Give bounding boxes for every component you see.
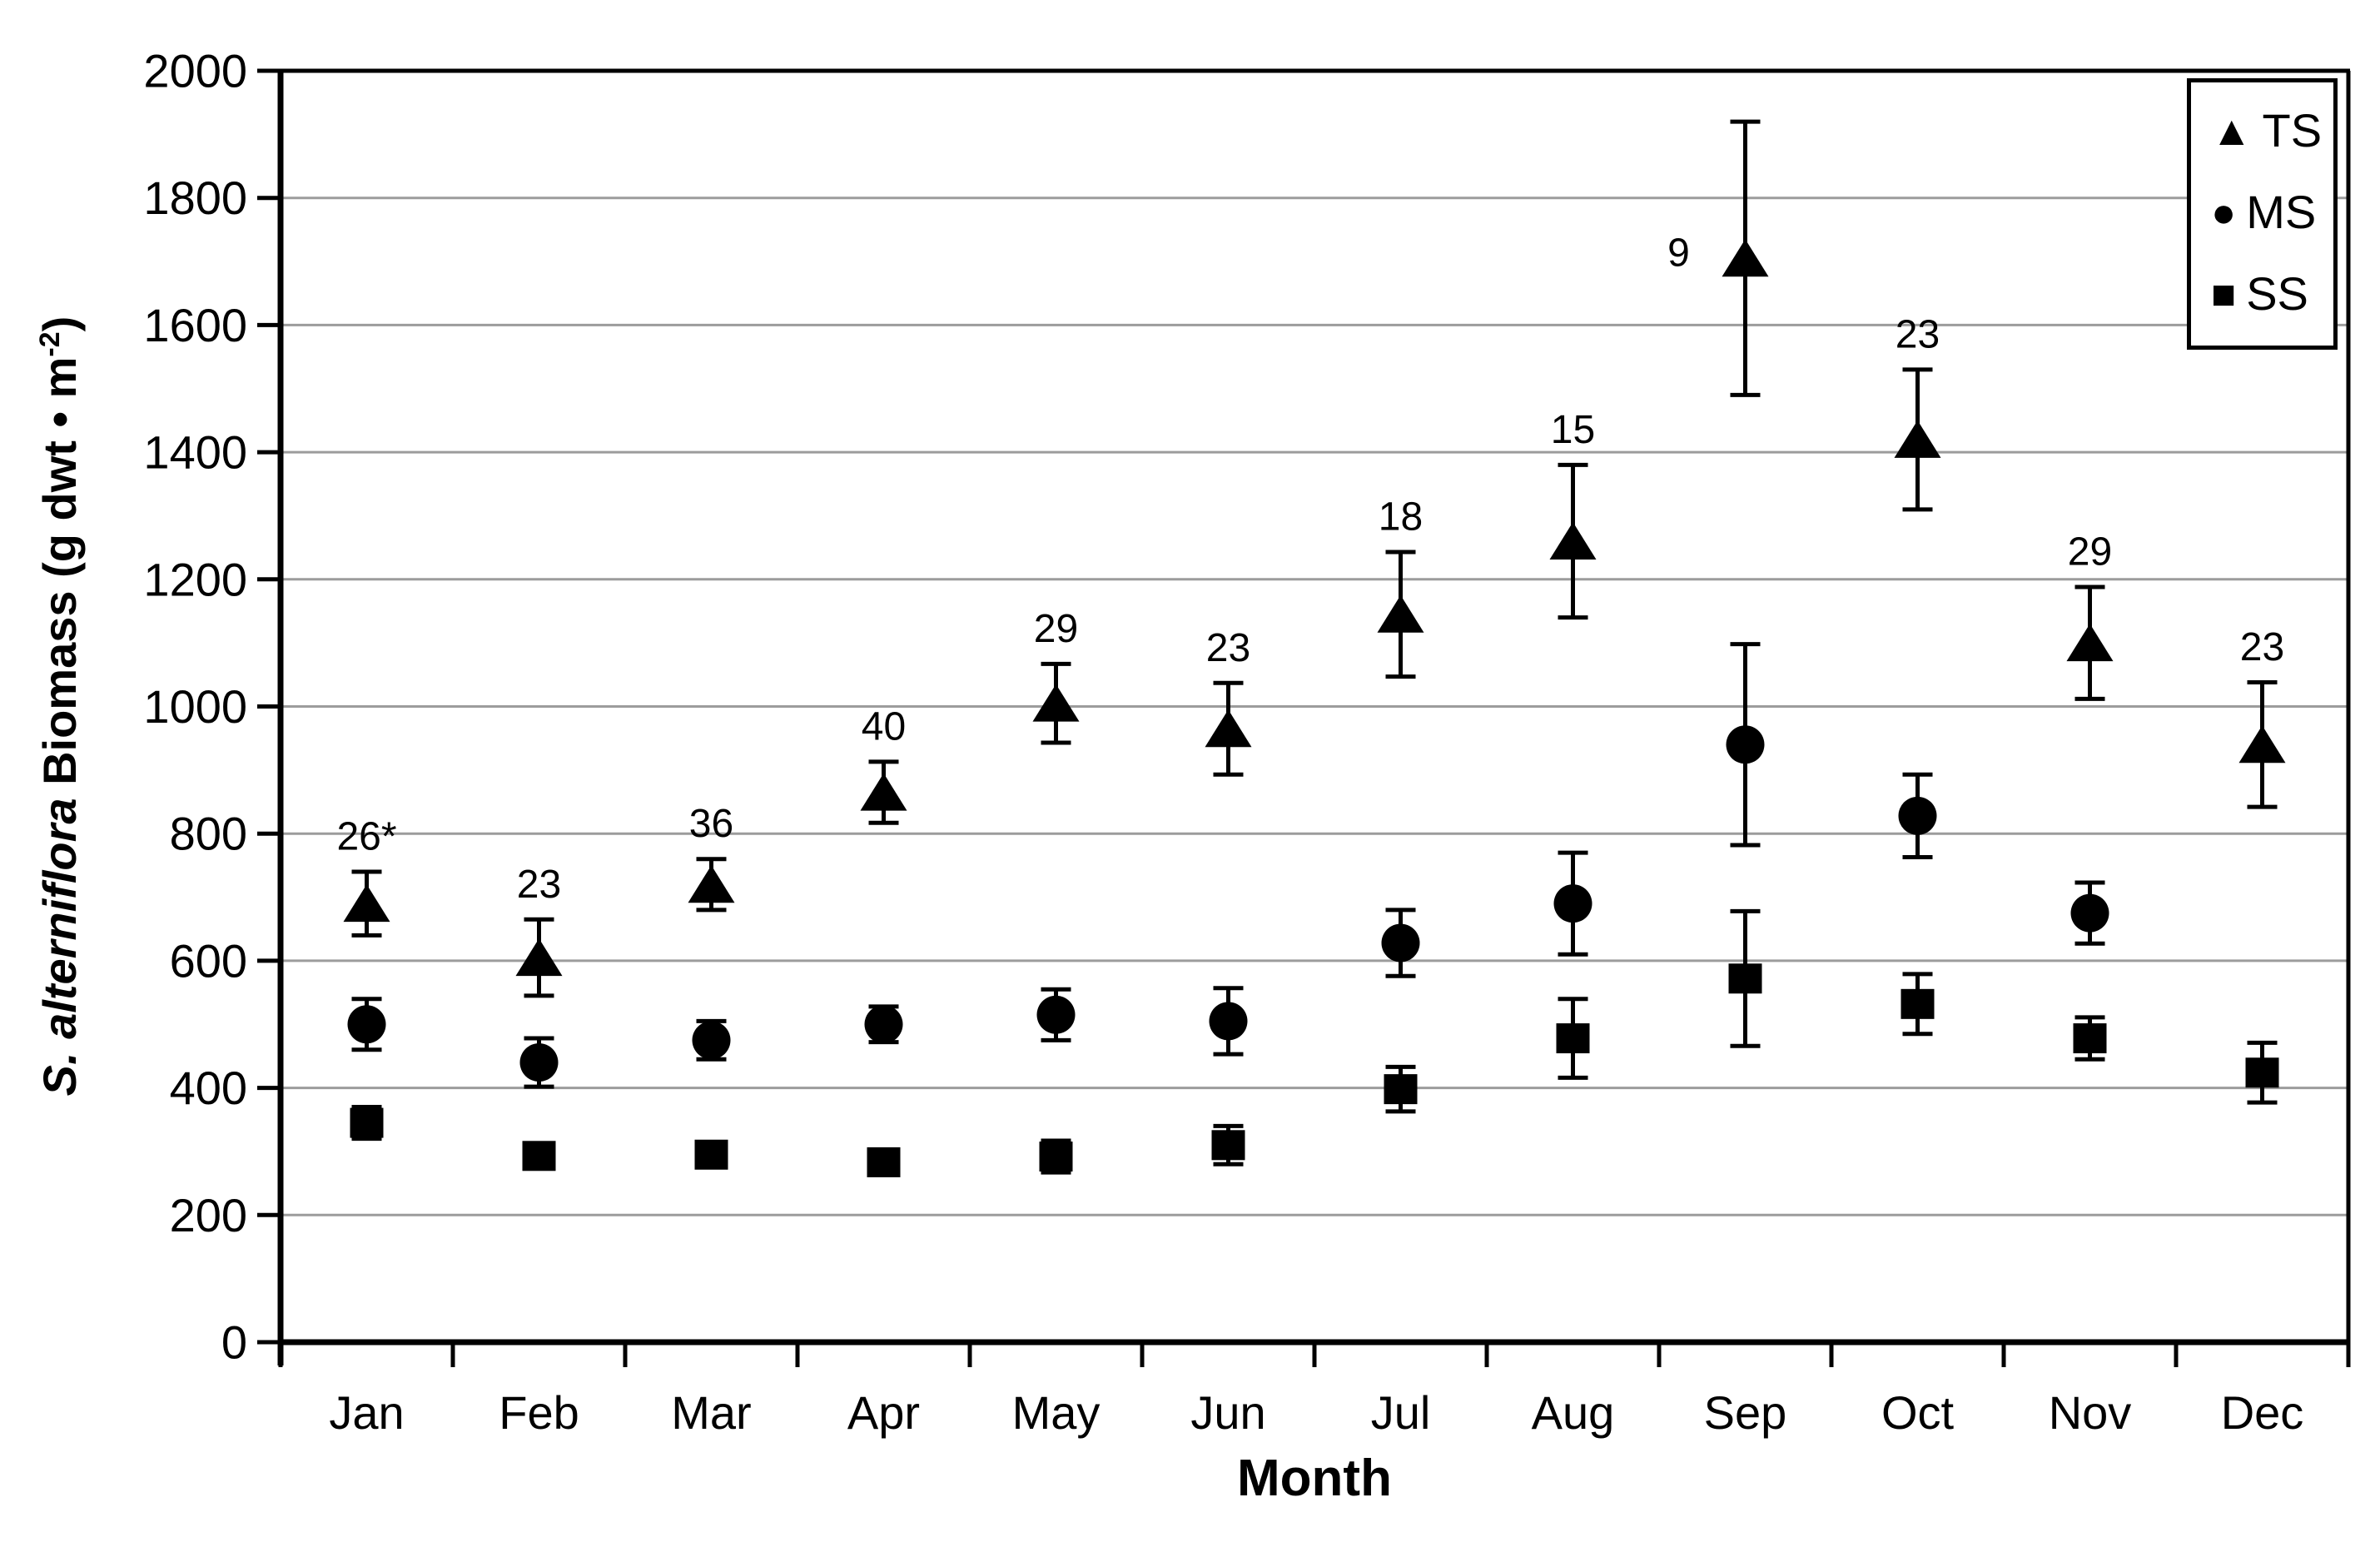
y-tick-label: 1800 xyxy=(143,172,247,224)
y-tick-label: 400 xyxy=(170,1062,247,1114)
marker-ss-mar xyxy=(694,1139,728,1170)
annotation-n-feb: 23 xyxy=(517,863,561,907)
marker-ms-nov xyxy=(2070,893,2109,933)
month-label-may: May xyxy=(1012,1386,1101,1439)
marker-ts-mar xyxy=(688,865,735,903)
marker-ms-aug xyxy=(1553,884,1592,923)
month-label-feb: Feb xyxy=(499,1386,579,1439)
y-axis-title: S. alterniflora Biomass (g dwt • m-2) xyxy=(15,40,86,1372)
annotation-n-apr: 40 xyxy=(862,704,906,749)
y-axis-title-superscript: -2 xyxy=(34,331,66,357)
marker-ts-jan xyxy=(343,884,390,923)
annotation-n-jan: 26* xyxy=(336,815,396,859)
annotation-n-jul: 18 xyxy=(1379,495,1423,539)
month-label-mar: Mar xyxy=(671,1386,751,1439)
marker-ss-aug xyxy=(1556,1023,1590,1054)
marker-ts-nov xyxy=(2066,624,2114,662)
marker-ss-feb xyxy=(522,1141,556,1171)
annotation-n-jun: 23 xyxy=(1206,626,1250,670)
legend-label-ms: MS xyxy=(2246,186,2317,238)
x-axis-title: Month xyxy=(1237,1450,1392,1507)
marker-ms-apr xyxy=(864,1005,903,1044)
y-tick-label: 0 xyxy=(221,1316,247,1369)
legend-item-ss: ■ SS xyxy=(2211,271,2333,317)
square-marker-icon: ■ xyxy=(2211,271,2237,317)
y-tick-label: 1000 xyxy=(143,680,247,733)
marker-ss-jan xyxy=(350,1107,384,1138)
y-tick-label: 800 xyxy=(170,808,247,860)
annotation-n-dec: 23 xyxy=(2240,625,2284,669)
y-tick-label: 200 xyxy=(170,1189,247,1241)
marker-ts-feb xyxy=(515,938,563,977)
y-tick-label: 1400 xyxy=(143,426,247,479)
marker-ts-jun xyxy=(1205,709,1252,748)
marker-ts-aug xyxy=(1549,521,1597,560)
marker-ms-jul xyxy=(1381,923,1420,963)
marker-ts-may xyxy=(1032,684,1080,722)
annotation-n-sep: 9 xyxy=(1667,231,1690,276)
legend: ▲ TS ● MS ■ SS xyxy=(2187,78,2338,350)
marker-ss-dec xyxy=(2245,1057,2279,1088)
y-tick-label: 2000 xyxy=(143,45,247,97)
marker-ts-sep xyxy=(1722,239,1769,277)
marker-ss-jun xyxy=(1211,1130,1245,1161)
marker-ss-oct xyxy=(1901,988,1935,1019)
annotation-n-mar: 36 xyxy=(689,802,733,846)
annotation-n-aug: 15 xyxy=(1551,408,1595,452)
month-label-aug: Aug xyxy=(1532,1386,1615,1439)
marker-ss-nov xyxy=(2073,1023,2107,1054)
y-tick-label: 1200 xyxy=(143,553,247,605)
marker-ms-jun xyxy=(1209,1002,1248,1041)
marker-ms-may xyxy=(1036,995,1076,1034)
month-label-apr: Apr xyxy=(847,1386,920,1439)
legend-item-ts: ▲ TS xyxy=(2211,107,2333,154)
annotation-n-may: 29 xyxy=(1034,607,1078,651)
y-axis-title-close: ) xyxy=(33,316,86,332)
marker-ms-feb xyxy=(519,1043,559,1082)
marker-ss-sep xyxy=(1728,963,1762,994)
marker-ts-jul xyxy=(1377,594,1424,633)
y-tick-label: 1600 xyxy=(143,299,247,351)
month-label-jul: Jul xyxy=(1371,1386,1431,1439)
y-tick-label: 600 xyxy=(170,934,247,987)
marker-ss-apr xyxy=(867,1147,901,1177)
y-axis-title-species: S. alterniflora xyxy=(33,798,86,1097)
circle-marker-icon: ● xyxy=(2211,189,2237,236)
marker-ts-apr xyxy=(860,773,907,811)
annotation-n-oct: 23 xyxy=(1896,312,1940,356)
triangle-marker-icon: ▲ xyxy=(2211,107,2253,154)
marker-ss-jul xyxy=(1384,1074,1418,1105)
y-axis-title-rest: Biomass (g dwt • m xyxy=(33,356,86,798)
month-label-jun: Jun xyxy=(1190,1386,1265,1439)
legend-item-ms: ● MS xyxy=(2211,189,2333,236)
month-label-dec: Dec xyxy=(2221,1386,2304,1439)
marker-ms-sep xyxy=(1726,725,1765,764)
month-label-sep: Sep xyxy=(1704,1386,1787,1439)
marker-ts-oct xyxy=(1894,420,1941,458)
marker-ms-mar xyxy=(692,1021,731,1060)
month-label-jan: Jan xyxy=(329,1386,404,1439)
annotation-n-nov: 29 xyxy=(2068,530,2112,574)
marker-ms-jan xyxy=(347,1005,386,1044)
legend-label-ts: TS xyxy=(2262,104,2323,157)
marker-ss-may xyxy=(1039,1142,1073,1172)
marker-ms-oct xyxy=(1898,796,1937,835)
legend-label-ss: SS xyxy=(2246,267,2308,320)
month-label-oct: Oct xyxy=(1881,1386,1955,1439)
month-label-nov: Nov xyxy=(2049,1386,2132,1439)
marker-ts-dec xyxy=(2238,725,2286,764)
